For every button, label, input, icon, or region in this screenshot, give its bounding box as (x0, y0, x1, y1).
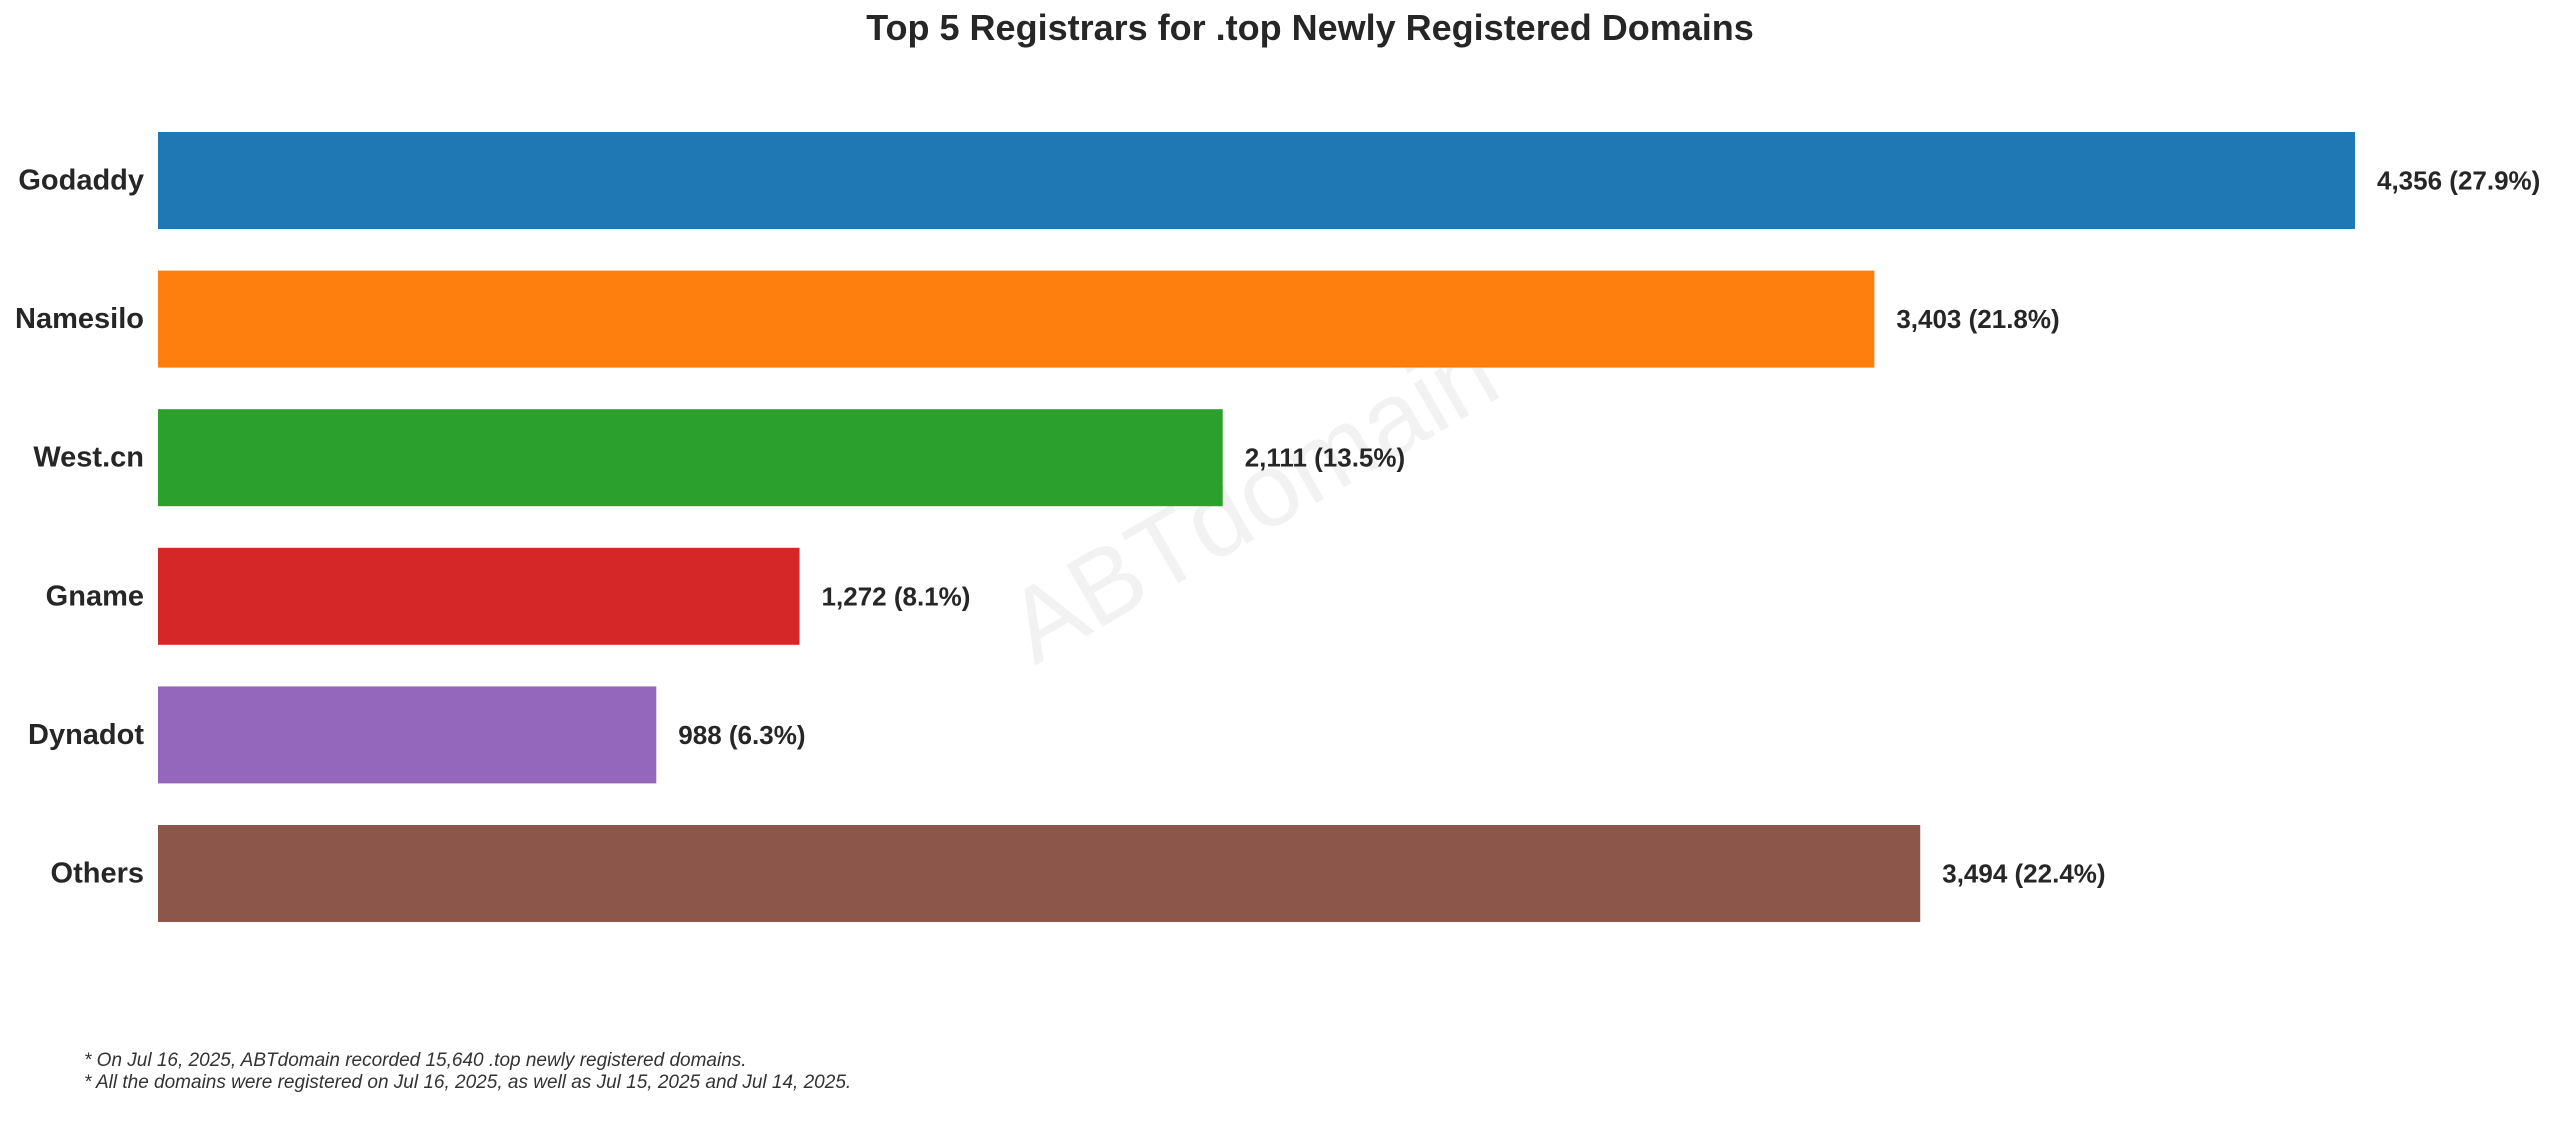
bars-group: Godaddy 4,356 (27.9%) Namesilo 3,403 (21.8%… (15, 132, 2540, 922)
category-label: Gname (46, 580, 144, 612)
category-label: Namesilo (15, 303, 144, 335)
data-label: 3,494 (22.4%) (1942, 859, 2105, 889)
bar-west-cn (158, 409, 1223, 507)
data-label: 3,403 (21.8%) (1896, 304, 2059, 334)
data-label: 988 (6.3%) (678, 720, 805, 750)
bar-others (158, 825, 1921, 922)
bar-godaddy (158, 132, 2355, 229)
footnote-registration-dates: * All the domains were registered on Jul… (84, 1072, 852, 1093)
data-label: 4,356 (27.9%) (2377, 166, 2540, 196)
category-label: Dynadot (28, 719, 144, 751)
category-label: Others (51, 858, 144, 890)
chart-title: Top 5 Registrars for .top Newly Register… (866, 7, 1754, 48)
data-label: 2,111 (13.5%) (1245, 443, 1405, 473)
footnote-recorded-count: * On Jul 16, 2025, ABTdomain recorded 15… (84, 1050, 747, 1071)
category-label: West.cn (33, 442, 144, 474)
bar-gname (158, 547, 800, 645)
category-label: Godaddy (18, 165, 144, 197)
data-label: 1,272 (8.1%) (822, 581, 971, 611)
bar-namesilo (158, 270, 1875, 368)
bar-dynadot (158, 686, 657, 784)
